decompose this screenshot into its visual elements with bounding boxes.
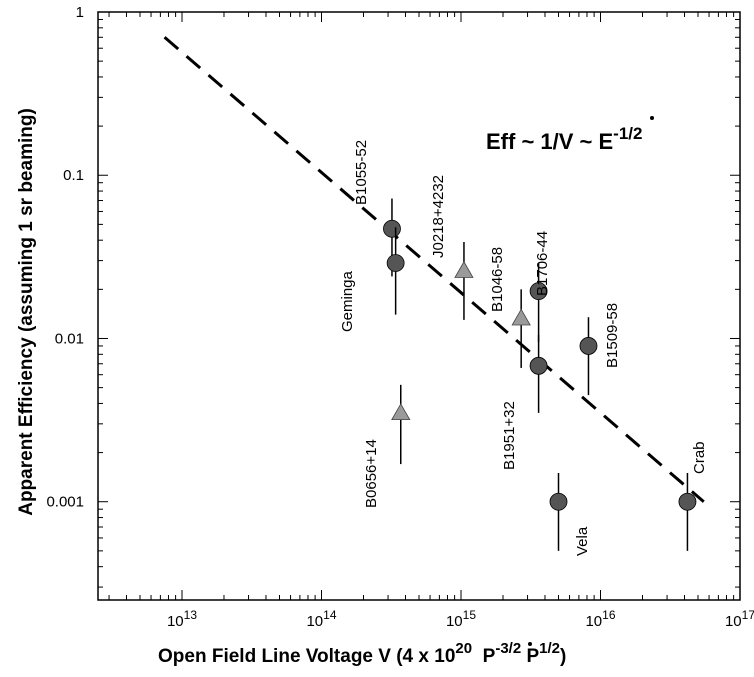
y-tick-label: 0.1 bbox=[63, 167, 84, 184]
annotation-text: Eff ~ 1/V ~ E-1/2 bbox=[486, 124, 642, 154]
point-label: Vela bbox=[574, 526, 591, 556]
point-labels: B1055-52 Geminga B1706-44 B1951+32 B1509-58 V… bbox=[339, 140, 708, 556]
data-point-circle bbox=[678, 492, 697, 511]
annotation-edot-dot bbox=[650, 116, 654, 120]
x-axis-title-space bbox=[472, 646, 483, 667]
x-axis-title-pdot-exp: -3/2 bbox=[495, 640, 521, 657]
x-axis-title-pdot: P bbox=[483, 646, 496, 667]
data-point-triangle bbox=[454, 260, 474, 278]
x-tick-label: 1017 bbox=[725, 608, 754, 630]
data-point-circle bbox=[386, 254, 405, 272]
x-axis-title-close: ) bbox=[560, 646, 566, 667]
fit-line-group bbox=[163, 36, 705, 503]
fit-line bbox=[163, 36, 705, 503]
data-point-circle bbox=[529, 356, 548, 375]
x-axis-title-p-exp: 1/2 bbox=[539, 640, 560, 657]
data-point-circle bbox=[579, 337, 598, 355]
x-tick-label: 1013 bbox=[167, 608, 197, 630]
x-tick-label: 1014 bbox=[306, 608, 336, 630]
point-label: B1706-44 bbox=[534, 231, 551, 296]
y-tick-label: 0.01 bbox=[55, 330, 84, 347]
point-label: B1509-58 bbox=[604, 303, 621, 368]
point-label: J0218+4232 bbox=[430, 175, 447, 258]
axis-ticks: 1013 1014 1015 1016 1017 1 0.1 0.01 0.001 bbox=[46, 4, 754, 630]
x-axis-title-p: P bbox=[526, 646, 539, 667]
x-axis-title: Open Field Line Voltage V (4 x 1020 P-3/… bbox=[158, 640, 566, 667]
x-axis-title-main: Open Field Line Voltage V (4 x 10 bbox=[158, 646, 455, 667]
data-point-circle bbox=[549, 492, 568, 511]
data-point-triangle bbox=[391, 403, 411, 421]
y-tick-label: 0.001 bbox=[46, 494, 84, 511]
point-label: B1951+32 bbox=[501, 401, 518, 470]
data-points bbox=[383, 198, 697, 551]
point-label: B0656+14 bbox=[363, 439, 380, 508]
point-label: B1055-52 bbox=[353, 140, 370, 205]
point-label: B1046-58 bbox=[489, 247, 506, 312]
x-axis-title-pdot-dot bbox=[528, 642, 532, 646]
data-point-triangle bbox=[511, 308, 531, 326]
y-axis-title: Apparent Efficiency (assuming 1 sr beami… bbox=[16, 108, 37, 516]
x-tick-label: 1016 bbox=[585, 608, 615, 630]
point-label: Geminga bbox=[339, 270, 356, 332]
data-point-circle bbox=[383, 219, 401, 238]
plot-frame bbox=[97, 11, 741, 601]
x-tick-label: 1015 bbox=[446, 608, 476, 630]
x-axis-title-exp: 20 bbox=[455, 640, 472, 657]
annotation-exp: -1/2 bbox=[613, 124, 642, 143]
data-point-circle bbox=[529, 282, 548, 301]
annotation-main: Eff ~ 1/V ~ E bbox=[486, 129, 613, 154]
y-tick-label: 1 bbox=[76, 4, 84, 21]
point-label: Crab bbox=[691, 441, 708, 474]
